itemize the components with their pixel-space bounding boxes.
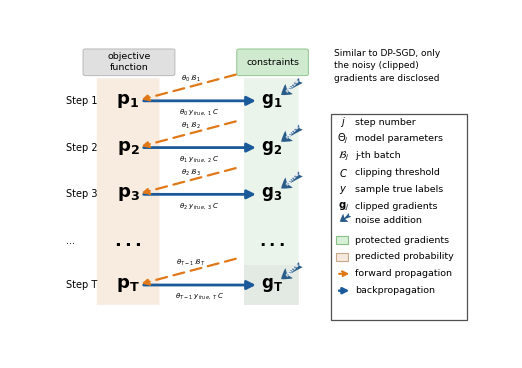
Text: $\theta_{T-1}\ y_{true,\ T}\ C$: $\theta_{T-1}\ y_{true,\ T}\ C$ [175, 291, 224, 301]
Text: $\mathbf{p_2}$: $\mathbf{p_2}$ [116, 139, 139, 157]
Text: noise: noise [284, 77, 301, 93]
Text: $\mathbf{p_3}$: $\mathbf{p_3}$ [116, 185, 139, 204]
FancyBboxPatch shape [237, 49, 309, 75]
Text: noise: noise [284, 171, 301, 187]
Text: $\mathbf{g}_j$: $\mathbf{g}_j$ [338, 200, 349, 213]
FancyBboxPatch shape [97, 78, 160, 305]
Text: $\theta_2\ \mathcal{B}_3$: $\theta_2\ \mathcal{B}_3$ [181, 167, 200, 178]
Text: $y$: $y$ [339, 184, 347, 195]
Text: clipped gradients: clipped gradients [355, 202, 438, 211]
FancyBboxPatch shape [331, 114, 467, 321]
Text: backpropagation: backpropagation [355, 286, 435, 295]
FancyBboxPatch shape [336, 236, 349, 244]
Text: $\mathbf{p_T}$: $\mathbf{p_T}$ [116, 276, 140, 294]
Text: $\theta_0\ \mathcal{B}_1$: $\theta_0\ \mathcal{B}_1$ [181, 74, 200, 84]
Text: sample true labels: sample true labels [355, 185, 444, 194]
Text: $\theta_{T-1}\ \mathcal{B}_T$: $\theta_{T-1}\ \mathcal{B}_T$ [176, 258, 205, 268]
Text: $\theta_0\ y_{true,\ 1}\ C$: $\theta_0\ y_{true,\ 1}\ C$ [180, 107, 220, 117]
Text: Step 1: Step 1 [66, 96, 98, 106]
FancyBboxPatch shape [336, 253, 349, 261]
Text: $\mathbf{g_3}$: $\mathbf{g_3}$ [261, 185, 282, 204]
Text: noise: noise [284, 261, 301, 277]
Text: Step T: Step T [66, 280, 97, 290]
Text: noise: noise [284, 124, 301, 140]
Text: $\mathcal{B}_j$: $\mathcal{B}_j$ [338, 149, 349, 163]
Text: objective
function: objective function [108, 52, 151, 72]
Text: $j$: $j$ [340, 115, 346, 129]
Text: $\theta_1\ y_{true,\ 2}\ C$: $\theta_1\ y_{true,\ 2}\ C$ [180, 154, 220, 164]
Text: $\mathbf{g_2}$: $\mathbf{g_2}$ [261, 139, 282, 157]
Text: forward propagation: forward propagation [355, 269, 452, 278]
FancyBboxPatch shape [244, 78, 299, 305]
Text: j-th batch: j-th batch [355, 151, 401, 160]
Text: $\theta_1\ \mathcal{B}_2$: $\theta_1\ \mathcal{B}_2$ [181, 121, 200, 131]
Text: Step 3: Step 3 [66, 190, 98, 199]
Text: Similar to DP-SGD, only
the noisy (clipped)
gradients are disclosed: Similar to DP-SGD, only the noisy (clipp… [334, 49, 441, 82]
Text: predicted probability: predicted probability [355, 252, 454, 261]
Text: $C$: $C$ [339, 167, 348, 178]
Text: protected gradients: protected gradients [355, 236, 449, 245]
Text: $\mathbf{g_T}$: $\mathbf{g_T}$ [260, 276, 282, 294]
Text: step number: step number [355, 118, 416, 127]
Text: ...: ... [66, 236, 75, 246]
Text: $\mathbf{p_1}$: $\mathbf{p_1}$ [116, 92, 139, 110]
Text: constraints: constraints [246, 57, 299, 67]
Text: $\theta_2\ y_{true,\ 3}\ C$: $\theta_2\ y_{true,\ 3}\ C$ [180, 201, 220, 210]
Text: noise addition: noise addition [355, 216, 422, 226]
Text: $\mathbf{g_1}$: $\mathbf{g_1}$ [261, 92, 282, 110]
Text: clipping threshold: clipping threshold [355, 168, 440, 177]
Text: Step 2: Step 2 [66, 142, 98, 153]
Polygon shape [244, 265, 299, 305]
Text: $\mathbf{...}$: $\mathbf{...}$ [259, 232, 284, 250]
FancyBboxPatch shape [83, 49, 175, 75]
Text: $\Theta_j$: $\Theta_j$ [337, 132, 349, 146]
Text: $\mathbf{...}$: $\mathbf{...}$ [114, 232, 142, 250]
Text: model parameters: model parameters [355, 134, 443, 144]
